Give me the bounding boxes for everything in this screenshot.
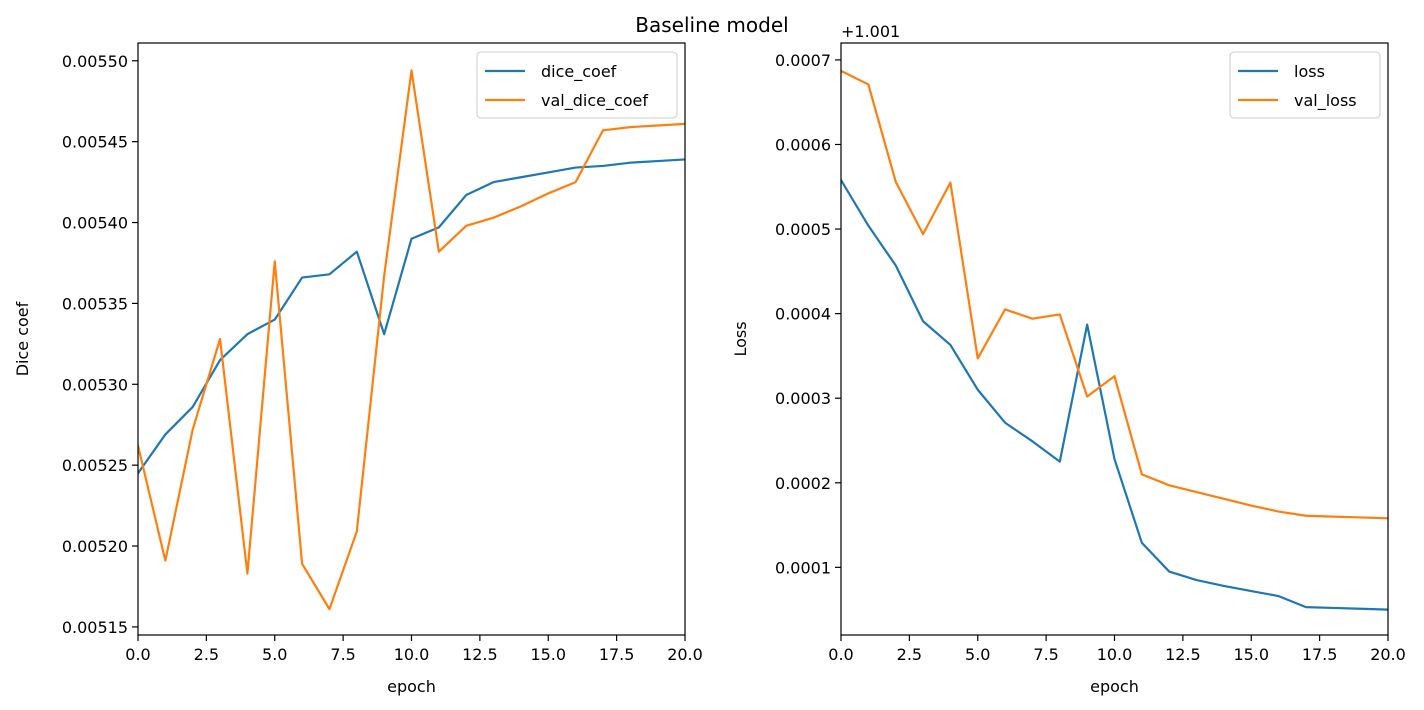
x-tick-label: 0.0 (125, 645, 150, 664)
y-offset-text: +1.001 (841, 22, 900, 41)
x-tick-label: 2.5 (194, 645, 219, 664)
series-line-val-loss (841, 69, 1388, 520)
x-tick-label: 10.0 (394, 645, 430, 664)
y-axis-label: Loss (731, 321, 750, 356)
y-tick-label: 0.00530 (62, 375, 128, 394)
y-tick-label: 0.00550 (62, 52, 128, 71)
legend-label: loss (1294, 62, 1325, 81)
legend: dice_coef val_dice_coef (476, 51, 678, 119)
x-tick-label: 2.5 (897, 645, 922, 664)
x-axis-label: epoch (1090, 677, 1139, 696)
series-line-loss (841, 178, 1388, 611)
legend: loss val_loss (1229, 51, 1381, 119)
x-axis-label: epoch (387, 677, 436, 696)
y-tick-label: 0.0004 (775, 305, 831, 324)
x-tick-label: 12.5 (1165, 645, 1201, 664)
x-tick-label: 20.0 (667, 645, 703, 664)
x-tick-label: 17.5 (599, 645, 635, 664)
legend-label: val_dice_coef (541, 91, 648, 111)
x-tick-label: 5.0 (262, 645, 287, 664)
y-tick-label: 0.0007 (775, 51, 831, 70)
series-lines (841, 69, 1388, 611)
x-tick-label: 7.5 (330, 645, 355, 664)
y-tick-label: 0.0005 (775, 220, 831, 239)
legend-label: val_loss (1294, 91, 1357, 111)
x-tick-label: 10.0 (1097, 645, 1133, 664)
y-tick-label: 0.00520 (62, 537, 128, 556)
legend-box (476, 51, 678, 119)
x-tick-label: 5.0 (965, 645, 990, 664)
dice-coef-panel: 0.0 2.5 5.0 7.5 10.0 12.5 15.0 17.5 20.0 0.00515 0… (13, 42, 703, 696)
x-tick-label: 7.5 (1033, 645, 1058, 664)
y-tick-label: 0.0006 (775, 135, 831, 154)
series-lines (138, 69, 685, 611)
legend-label: dice_coef (541, 62, 617, 82)
x-tick-label: 20.0 (1370, 645, 1406, 664)
x-tick-label: 15.0 (1233, 645, 1269, 664)
y-axis-label: Dice coef (13, 301, 32, 376)
loss-panel: 0.0 2.5 5.0 7.5 10.0 12.5 15.0 17.5 20.0 0.0001 0.… (731, 22, 1406, 696)
y-tick-label: 0.00545 (62, 133, 128, 152)
y-tick-label: 0.00525 (62, 456, 128, 475)
y-tick-label: 0.00535 (62, 294, 128, 313)
y-tick-label: 0.0001 (775, 558, 831, 577)
legend-box (1229, 51, 1381, 119)
x-tick-label: 12.5 (462, 645, 498, 664)
y-tick-label: 0.0002 (775, 474, 831, 493)
x-tick-label: 17.5 (1302, 645, 1338, 664)
y-tick-label: 0.0003 (775, 389, 831, 408)
y-tick-label: 0.00515 (62, 618, 128, 637)
x-tick-label: 15.0 (530, 645, 566, 664)
x-tick-label: 0.0 (828, 645, 853, 664)
y-tick-label: 0.00540 (62, 214, 128, 233)
axes-frame (840, 42, 1389, 636)
series-line-dice-coef (138, 158, 685, 475)
figure-suptitle: Baseline model (635, 13, 788, 37)
series-line-val-dice-coef (138, 69, 685, 611)
